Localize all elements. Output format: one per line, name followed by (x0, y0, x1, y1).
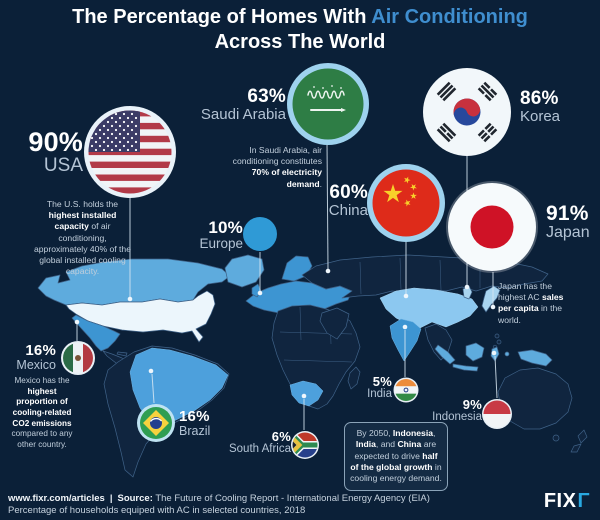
mexico-percent: 16% (25, 342, 56, 359)
footer-caption: Percentage of households equiped with AC… (8, 505, 306, 517)
saudi-arabia-name: Saudi Arabia (200, 105, 286, 123)
footer-divider: | (109, 493, 113, 505)
map-greenland (224, 254, 265, 288)
fixr-logo: FIXΓ (544, 490, 590, 513)
mexico-label: 16% Mexico (16, 343, 56, 372)
footer-url: www.fixr.com/articles (8, 493, 105, 505)
saudi-arabia-percent: 63% (247, 86, 286, 107)
korea-percent: 86% (520, 88, 559, 109)
korea-name: Korea (520, 107, 561, 125)
map-java (452, 363, 479, 372)
fixr-logo-r-icon: Γ (577, 490, 590, 512)
map-madagascar (347, 366, 361, 390)
korea-label: 86% Korea (520, 89, 560, 124)
india-flag-icon (393, 377, 419, 403)
japan-note: Japan has the highest AC sales per capit… (498, 281, 564, 325)
brazil-percent: 16% (179, 408, 210, 425)
india-name: India (367, 387, 392, 400)
map-sumatra (434, 344, 456, 365)
japan-label: 91% Japan (546, 203, 590, 241)
footer-source-line: www.fixr.com/articles | Source: The Future… (8, 493, 430, 505)
brazil-flag-icon (137, 404, 175, 442)
korea-flag-icon (423, 68, 511, 156)
south-africa-name: South Africa (228, 442, 291, 455)
india-label: 5% India (367, 375, 392, 400)
callout-2050: By 2050, Indonesia, India, and China are… (344, 422, 448, 491)
map-south-africa (289, 380, 324, 407)
saudi-arabia-flag-icon (287, 63, 369, 145)
map-borneo (465, 342, 485, 362)
footer-source-text: The Future of Cooling Report - Internati… (152, 493, 430, 505)
china-percent: 60% (329, 182, 368, 203)
saudi-arabia-note: In Saudi Arabia, air conditioning consti… (232, 145, 322, 189)
fixr-logo-text: FIX (543, 490, 577, 512)
title-prefix: The Percentage of Homes With (72, 6, 372, 28)
map-arabia (319, 307, 350, 340)
mexico-flag-icon (61, 341, 95, 375)
south-africa-label: 6% South Africa (229, 430, 291, 455)
title-line2: Across The World (214, 31, 386, 53)
indonesia-name: Indonesia (432, 410, 482, 423)
usa-percent: 90% (28, 127, 83, 157)
map-japan (481, 285, 501, 313)
china-name: China (328, 201, 368, 219)
brazil-name: Brazil (179, 423, 211, 438)
mexico-name: Mexico (16, 357, 56, 372)
usa-note: The U.S. holds the highest installed cap… (34, 199, 131, 277)
page-title: The Percentage of Homes With Air Conditi… (0, 5, 600, 55)
japan-name: Japan (546, 223, 590, 241)
japan-percent: 91% (546, 202, 589, 225)
map-mexico (71, 314, 121, 352)
footer-source-label: Source: (117, 493, 153, 505)
brazil-label: 16% Brazil (179, 409, 210, 438)
usa-name: USA (43, 155, 83, 177)
china-label: 60% China (329, 183, 368, 218)
europe-label: 10% Europe (199, 219, 243, 251)
title-highlight: Air Conditioning (371, 6, 528, 28)
china-flag-icon (367, 164, 445, 242)
indonesia-label: 9% Indonesia (432, 398, 482, 423)
japan-flag-icon (446, 181, 538, 273)
indonesia-flag-icon (482, 399, 512, 429)
map-new-zealand (577, 429, 588, 444)
saudi-arabia-label: 63% Saudi Arabia (201, 87, 286, 122)
europe-circle-icon (243, 217, 277, 251)
map-new-guinea (517, 349, 553, 367)
europe-percent: 10% (208, 218, 243, 237)
map-usa (65, 290, 216, 343)
usa-flag-icon (84, 106, 176, 198)
south-africa-flag-icon (291, 431, 319, 459)
footer: www.fixr.com/articles | Source: The Future… (8, 493, 430, 517)
mexico-note: Mexico has the highest proportion of coo… (11, 376, 73, 449)
usa-label: 90% USA (28, 128, 83, 176)
south-africa-percent: 6% (271, 429, 291, 444)
europe-name: Europe (199, 235, 243, 251)
india-percent: 5% (372, 374, 392, 389)
indonesia-percent: 9% (462, 397, 482, 412)
